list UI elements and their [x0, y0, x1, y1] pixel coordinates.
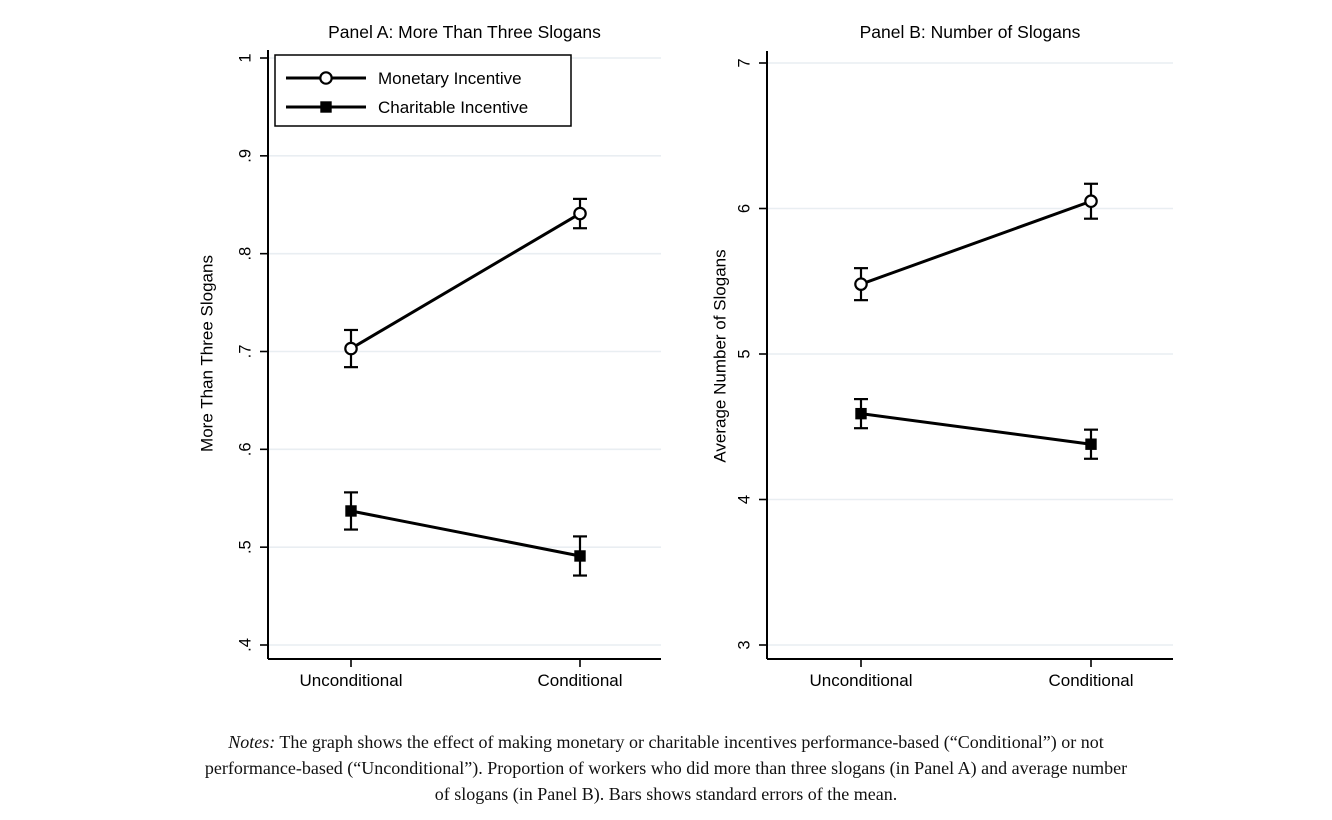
panel-a-x-tick-label: Unconditional: [299, 671, 402, 690]
panel-a-legend-monetary-incentive-label: Monetary Incentive: [378, 69, 522, 88]
panel-a-charitable-incentive-filled-square-marker: [345, 505, 357, 517]
figure-notes: Notes: The graph shows the effect of mak…: [24, 729, 1308, 807]
panel-a-legend-charitable-incentive-label: Charitable Incentive: [378, 98, 528, 117]
panel-a-x-tick-label: Conditional: [537, 671, 622, 690]
panel-b-y-axis-title: Average Number of Slogans: [710, 249, 729, 462]
panel-b-y-tick-label: 7: [735, 58, 753, 67]
panel-b-chart: 7 6 5 4 3 Unconditional Conditional Average Num…: [710, 22, 1173, 690]
panel-b-x-tick-label: Unconditional: [809, 671, 912, 690]
panel-b-charitable-incentive-filled-square-marker: [855, 407, 867, 420]
panel-a-charitable-incentive-filled-square-marker: [574, 550, 586, 562]
panel-b-charitable-incentive-filled-square-marker: [1085, 438, 1097, 450]
panel-a-y-axis-title: More Than Three Slogans: [197, 255, 216, 452]
panel-a-title: Panel A: More Than Three Slogans: [328, 22, 601, 42]
panel-a-y-tick-label: .8: [236, 247, 254, 261]
panel-a-y-tick-label: 1: [236, 53, 254, 62]
panel-b-monetary-incentive-open-circle-marker: [1084, 194, 1098, 209]
panel-a-y-tick-label: .9: [236, 149, 254, 163]
notes-line-1: Notes: The graph shows the effect of mak…: [24, 729, 1308, 755]
panel-a-legend-monetary-incentive-open-circle-marker: [319, 71, 333, 85]
panel-b-title: Panel B: Number of Slogans: [860, 22, 1081, 42]
panel-a-y-tick-label: .7: [236, 345, 254, 359]
panel-b-monetary-incentive-open-circle-marker: [854, 277, 868, 291]
panel-b-y-tick-label: 3: [735, 640, 753, 649]
panel-a-y-tick-label: .6: [236, 442, 254, 456]
panel-a-monetary-incentive-line: [350, 212, 581, 350]
panel-b-y-tick-label: 5: [735, 349, 753, 358]
panel-b-charitable-incentive-line: [860, 412, 1092, 446]
panel-a-legend-box: [274, 54, 572, 127]
panel-a-charitable-incentive-line: [350, 509, 581, 558]
panel-a-y-tick-label: .4: [236, 638, 254, 652]
panel-a-y-tick-label: .5: [236, 540, 254, 554]
notes-line-1-text: The graph shows the effect of making mon…: [275, 732, 1104, 752]
panel-b-x-tick-label: Conditional: [1048, 671, 1133, 690]
panel-a-chart: 1 .9 .8 .7 .6 .5 .4 Unconditional Conditional Mor…: [197, 22, 661, 690]
notes-line-2: performance-based (“Unconditional”). Pro…: [204, 758, 1128, 778]
notes-label: Notes:: [228, 732, 276, 752]
panel-a-legend-charitable-incentive-filled-square-marker: [320, 101, 332, 113]
panel-b-y-tick-label: 6: [735, 204, 753, 213]
panel-b-monetary-incentive-line: [860, 199, 1092, 286]
notes-line-3: of slogans (in Panel B). Bars shows stan…: [434, 784, 898, 804]
panel-b-y-tick-label: 4: [735, 495, 753, 504]
panel-a-monetary-incentive-open-circle-marker: [344, 341, 358, 356]
panel-a-monetary-incentive-open-circle-marker: [573, 206, 587, 221]
